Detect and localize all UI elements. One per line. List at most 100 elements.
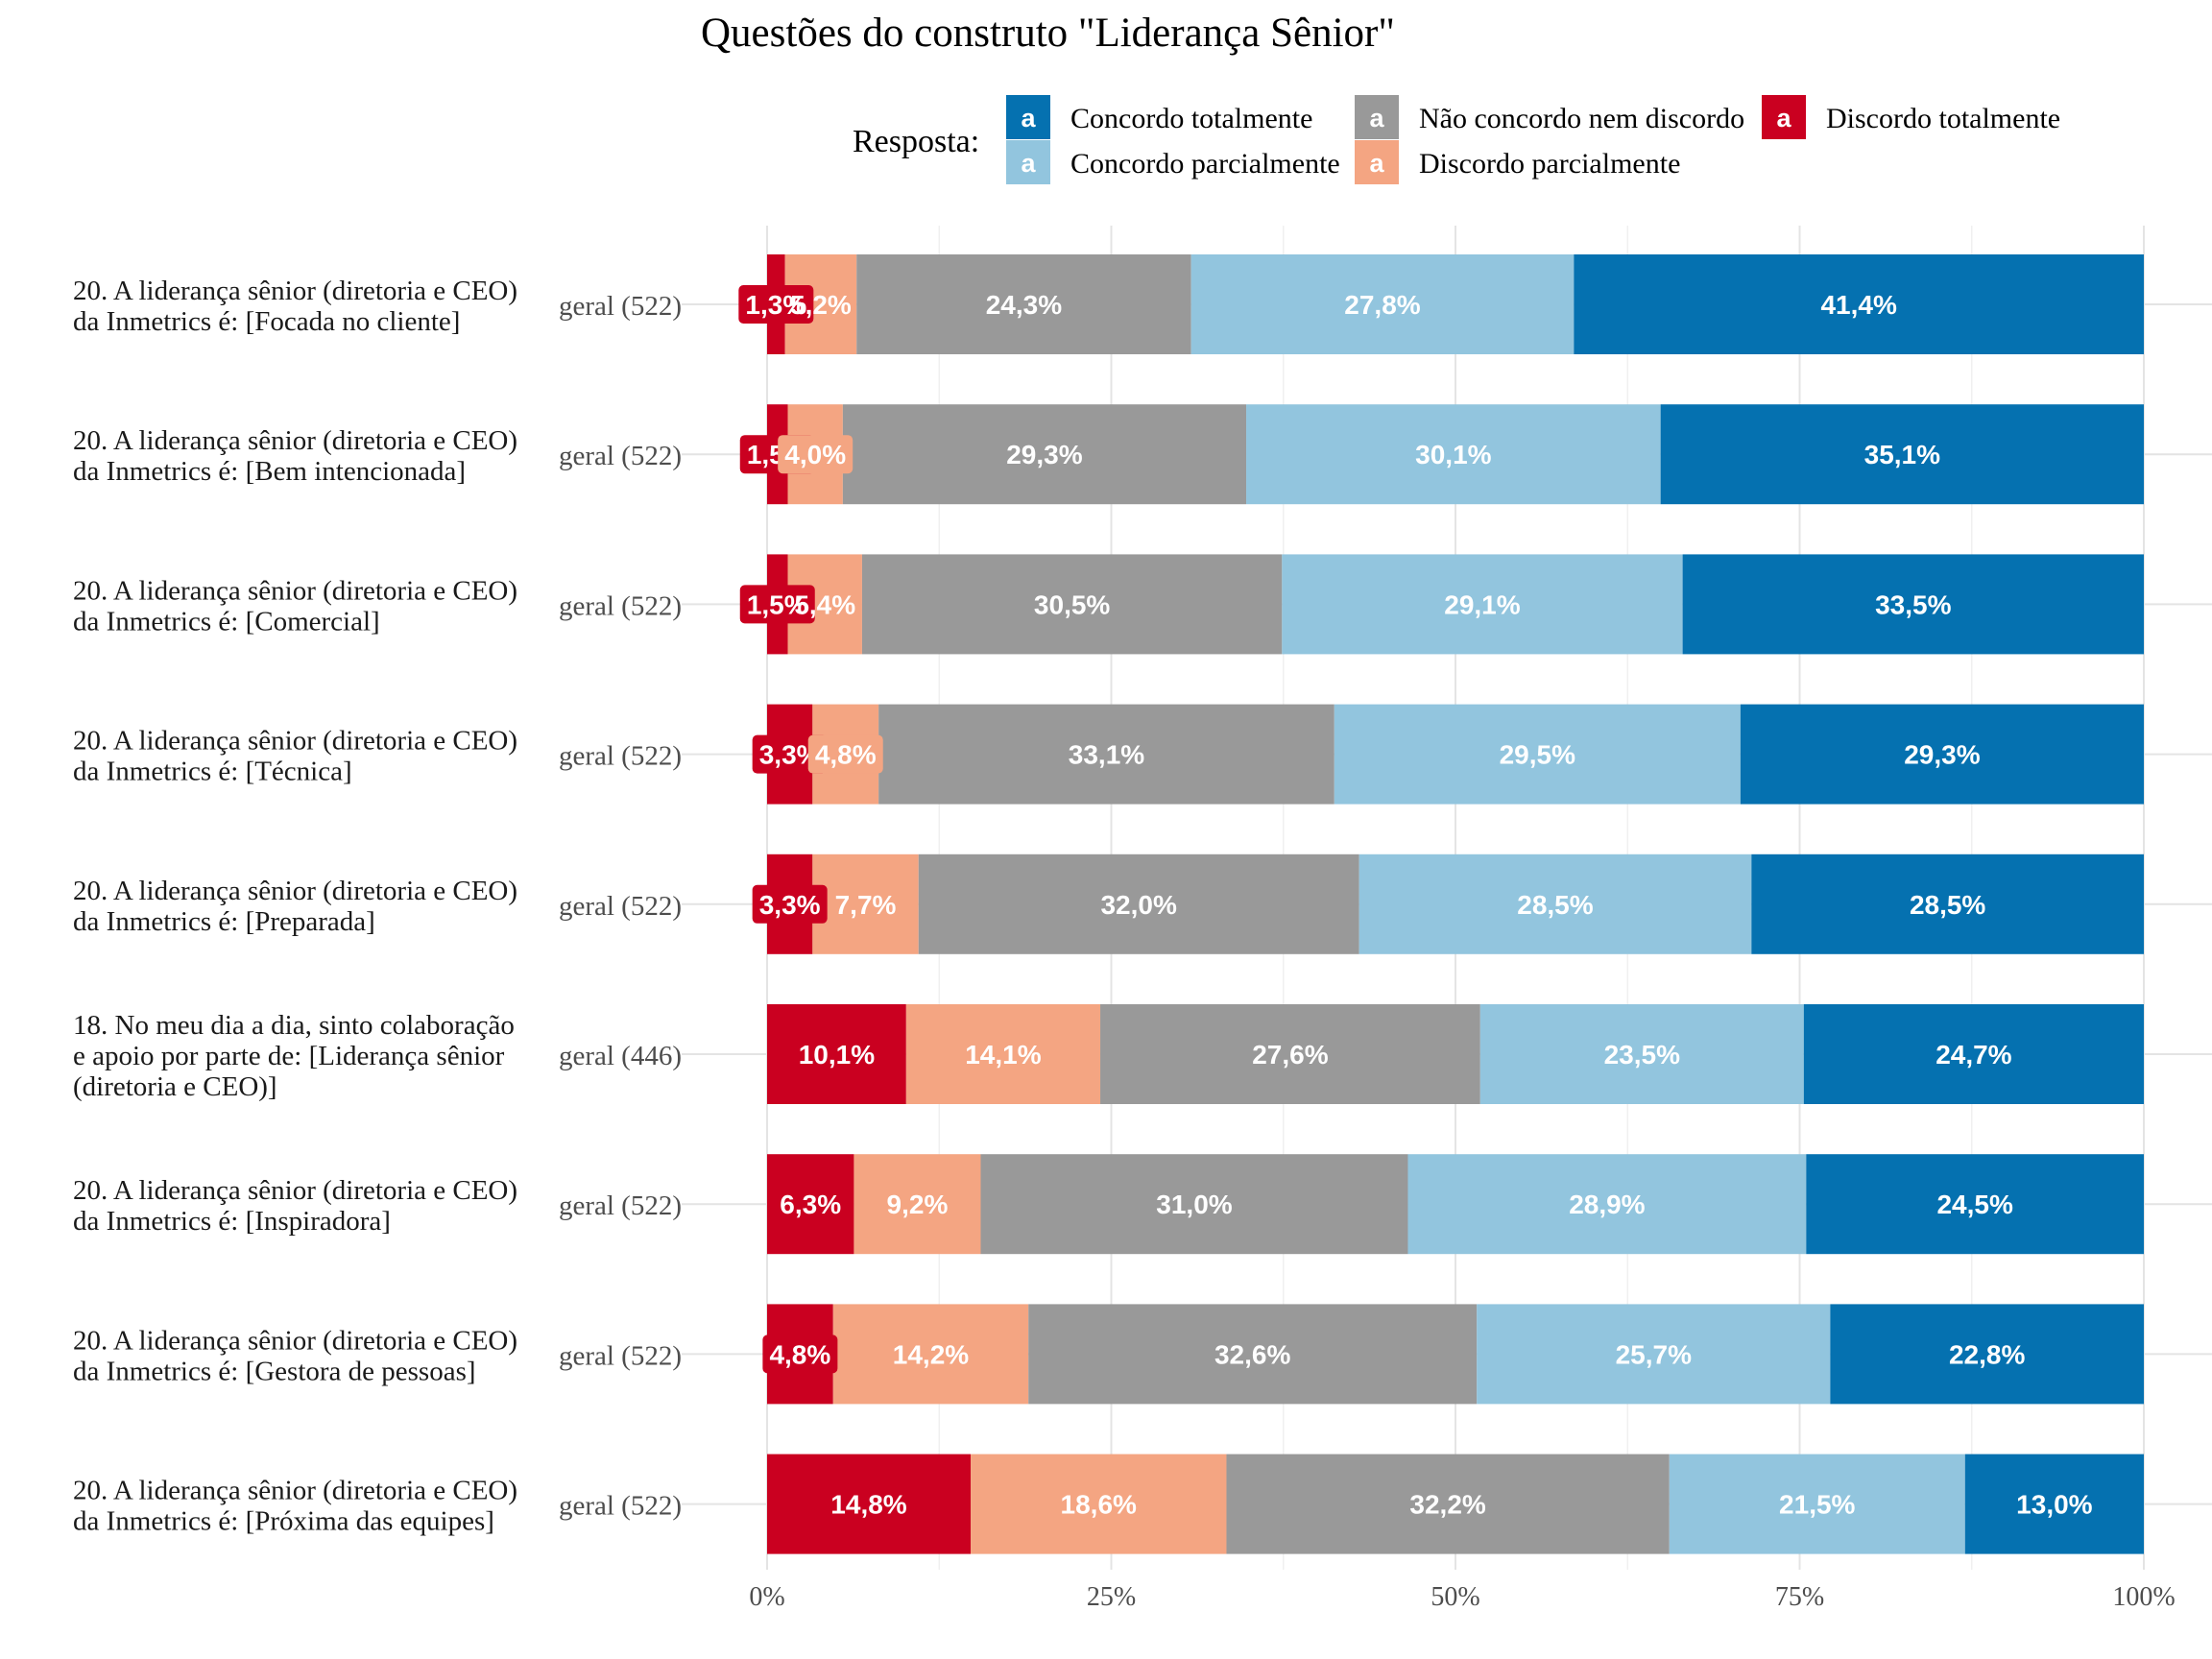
x-tick-label: 0% (749, 1582, 784, 1612)
data-label: 14,2% (893, 1339, 969, 1369)
bar-segment (812, 854, 919, 954)
legend-label: Discordo totalmente (1826, 103, 2060, 134)
data-label: 21,5% (1779, 1490, 1855, 1520)
data-label: 29,5% (1500, 740, 1575, 770)
data-label: 27,6% (1252, 1040, 1328, 1070)
data-label-box (738, 285, 814, 324)
question-label: da Inmetrics é: [Bem intencionada] (73, 456, 466, 487)
x-tick-label: 25% (1087, 1582, 1136, 1612)
data-label: 32,6% (1214, 1339, 1290, 1369)
bar-segment (980, 1154, 1408, 1255)
bar-segment (767, 1454, 972, 1554)
data-label: 14,1% (965, 1040, 1041, 1070)
legend-key (1762, 95, 1806, 139)
question-label: (diretoria e CEO)] (73, 1071, 277, 1102)
legend-item: a Não concordo nem discordo (1355, 95, 1744, 139)
chart-row: 20. A liderança sênior (diretoria e CEO)… (73, 704, 2144, 805)
data-label: 4,8% (815, 740, 877, 770)
data-label: 33,5% (1875, 589, 1951, 619)
question-label: da Inmetrics é: [Preparada] (73, 906, 375, 937)
legend-label: Não concordo nem discordo (1419, 103, 1744, 134)
bar-segment (856, 254, 1191, 354)
bar-segment (1830, 1304, 2144, 1405)
data-label: 27,8% (1344, 290, 1420, 320)
question-label: da Inmetrics é: [Próxima das equipes] (73, 1506, 494, 1537)
data-label: 22,8% (1949, 1339, 2025, 1369)
bar-segment (767, 1004, 906, 1104)
question-label: e apoio por parte de: [Liderança sênior (73, 1041, 505, 1071)
bar-segment (1358, 854, 1752, 954)
chart-row: 20. A liderança sênior (diretoria e CEO)… (73, 854, 2144, 954)
data-label: 41,4% (1820, 290, 1896, 320)
data-label: 7,7% (835, 890, 897, 920)
legend-key (1006, 95, 1050, 139)
bar-segment (1964, 1454, 2144, 1554)
group-label: geral (522) (559, 1491, 682, 1522)
question-label: 20. A liderança sênior (diretoria e CEO) (73, 726, 517, 757)
data-label: 31,0% (1156, 1190, 1232, 1219)
data-label: 3,3% (759, 890, 821, 920)
chart-rows: 20. A liderança sênior (diretoria e CEO)… (73, 254, 2144, 1554)
bar-segment (842, 404, 1247, 505)
bar-segment (1100, 1004, 1480, 1104)
question-label: da Inmetrics é: [Gestora de pessoas] (73, 1356, 476, 1386)
group-label: geral (522) (559, 891, 682, 922)
bar-segment (1190, 254, 1575, 354)
bar-segment (905, 1004, 1101, 1104)
x-tick-label: 50% (1431, 1582, 1479, 1612)
data-label: 24,5% (1936, 1190, 2012, 1219)
data-label: 29,1% (1444, 589, 1520, 619)
data-label-box (752, 884, 828, 924)
data-label: 33,1% (1069, 740, 1144, 770)
bar-segment (1574, 254, 2144, 354)
chart-row: 20. A liderança sênior (diretoria e CEO)… (73, 1454, 2144, 1554)
question-label: 20. A liderança sênior (diretoria e CEO) (73, 1175, 517, 1206)
data-label: 1,3% (745, 290, 806, 320)
data-label: 9,2% (887, 1190, 949, 1219)
bar-segment (918, 854, 1359, 954)
data-label: 24,3% (986, 290, 1062, 320)
chart-row: 20. A liderança sênior (diretoria e CEO)… (73, 404, 2144, 505)
bar-segment (1806, 1154, 2144, 1255)
question-label: 20. A liderança sênior (diretoria e CEO) (73, 276, 517, 306)
legend-key-glyph: a (1369, 149, 1384, 178)
x-tick-label: 100% (2112, 1582, 2175, 1612)
bar-segment (1334, 704, 1741, 805)
bar-segment (1407, 1154, 1807, 1255)
question-label: 18. No meu dia a dia, sinto colaboração (73, 1010, 515, 1041)
x-tick-label: 75% (1775, 1582, 1824, 1612)
data-label: 23,5% (1604, 1040, 1680, 1070)
data-label: 32,0% (1100, 890, 1176, 920)
bar-segment (1660, 404, 2144, 505)
data-label: 30,1% (1415, 440, 1491, 469)
question-label: da Inmetrics é: [Técnica] (73, 757, 352, 787)
data-label: 25,7% (1616, 1339, 1692, 1369)
legend-key-glyph: a (1021, 149, 1036, 178)
data-label: 29,3% (1006, 440, 1082, 469)
data-label: 29,3% (1904, 740, 1980, 770)
x-axis: 0% 25% 50% 75% 100% (749, 1582, 2175, 1612)
group-label: geral (522) (559, 291, 682, 322)
data-label: 28,9% (1569, 1190, 1645, 1219)
data-label: 4,0% (784, 440, 846, 469)
bar-segment (971, 1454, 1227, 1554)
question-label: 20. A liderança sênior (diretoria e CEO) (73, 1476, 517, 1506)
question-label: 20. A liderança sênior (diretoria e CEO) (73, 575, 517, 606)
bar-segment (1028, 1304, 1478, 1405)
data-label: 28,5% (1517, 890, 1593, 920)
legend-label: Concordo totalmente (1070, 103, 1312, 134)
question-label: da Inmetrics é: [Comercial] (73, 606, 380, 637)
data-label: 24,7% (1936, 1040, 2011, 1070)
data-label: 32,2% (1409, 1490, 1485, 1520)
legend-label: Concordo parcialmente (1070, 148, 1340, 180)
chart-row: 20. A liderança sênior (diretoria e CEO)… (73, 554, 2144, 655)
legend-key-glyph: a (1776, 104, 1791, 132)
data-label-box (739, 585, 815, 624)
bar-segment (1226, 1454, 1670, 1554)
question-label: 20. A liderança sênior (diretoria e CEO) (73, 425, 517, 456)
bar-segment (854, 1154, 981, 1255)
legend-item: a Concordo parcialmente (1006, 140, 1340, 184)
data-label: 5,4% (794, 589, 855, 619)
bar-segment (878, 704, 1334, 805)
